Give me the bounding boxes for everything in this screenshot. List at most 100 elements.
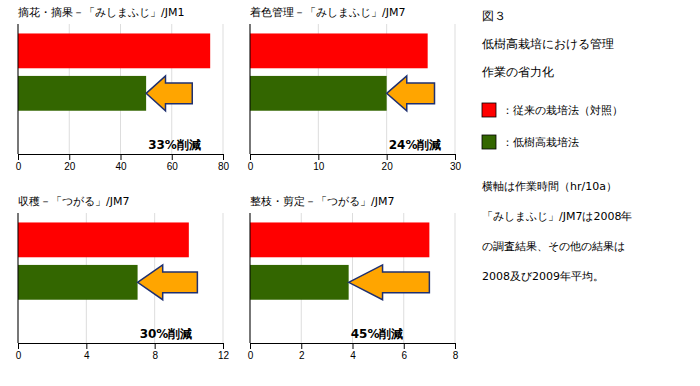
grid <box>250 24 455 154</box>
legend-label: ：従来の栽培法（対照） <box>502 104 623 117</box>
bars <box>250 222 429 299</box>
tick: 0 <box>248 154 254 172</box>
panel: 30%削減 0 4 8 12 <box>16 213 230 361</box>
tick-mark <box>455 154 456 160</box>
bar <box>250 222 429 257</box>
panel: 33%削減 0 20 40 60 80 <box>16 24 230 172</box>
panel: 24%削減 0 10 20 30 <box>248 24 462 172</box>
tick-label: 10 <box>313 161 325 172</box>
tick: 0 <box>16 343 22 361</box>
tick: 10 <box>313 154 325 172</box>
tick-label: 30 <box>450 161 462 172</box>
tick-mark <box>301 343 302 349</box>
figure-title: 図３ <box>482 9 506 23</box>
tick-label: 0 <box>248 350 254 361</box>
tick-label: 20 <box>64 161 76 172</box>
tick-label: 12 <box>218 350 230 361</box>
grid-line <box>223 213 224 343</box>
annotation-label: 33%削減 <box>148 138 201 152</box>
tick-label: 40 <box>115 161 127 172</box>
tick-label: 2 <box>299 350 305 361</box>
grid-line <box>455 213 456 343</box>
tick: 4 <box>84 343 90 361</box>
tick-label: 80 <box>218 161 230 172</box>
note: 横軸は作業時間（hr/10a） <box>482 180 617 193</box>
tick-mark <box>18 343 19 349</box>
tick-label: 8 <box>453 350 459 361</box>
tick: 20 <box>382 154 394 172</box>
panel-title: 収穫－「つがる」/JM7 <box>18 195 129 208</box>
legend-swatch <box>482 135 496 149</box>
tick: 60 <box>167 154 179 172</box>
x-axis-line <box>251 154 456 155</box>
tick-mark <box>86 343 87 349</box>
legend-label: ：低樹高栽培法 <box>502 136 579 149</box>
tick-label: 8 <box>152 350 158 361</box>
bar <box>18 76 146 111</box>
tick: 4 <box>350 343 356 361</box>
note: の調査結果、その他の結果は <box>482 240 625 253</box>
tick-mark <box>318 154 319 160</box>
note: 「みしまふじ」/JM7は2008年 <box>482 210 632 223</box>
tick: 80 <box>218 154 230 172</box>
annotation-label: 45%削減 <box>351 327 404 341</box>
bar <box>250 76 387 111</box>
grid-line <box>250 213 251 343</box>
grid-line <box>455 24 456 154</box>
panel-title: 摘花・摘果－「みしまふじ」/JM1 <box>18 6 184 19</box>
y-axis-line <box>18 24 19 154</box>
grid <box>18 213 223 343</box>
tick-mark <box>69 154 70 160</box>
x-axis: 0 4 8 12 <box>16 343 230 361</box>
tick: 6 <box>401 343 407 361</box>
bars <box>18 33 210 110</box>
x-axis: 0 2 4 6 8 <box>248 343 459 361</box>
tick-label: 20 <box>382 161 394 172</box>
arrow <box>349 265 430 300</box>
bars <box>18 222 197 299</box>
bar <box>18 222 189 257</box>
y-axis-line <box>250 24 251 154</box>
x-axis-line <box>19 343 224 344</box>
grid-line <box>223 24 224 154</box>
tick-mark <box>353 343 354 349</box>
tick-mark <box>250 343 251 349</box>
side-panel: 図３ 低樹高栽培における管理作業の省力化 ：従来の栽培法（対照） ：低樹高栽培法横軸は… <box>481 9 632 283</box>
y-axis-line <box>250 213 251 343</box>
tick: 30 <box>450 154 462 172</box>
tick-mark <box>387 154 388 160</box>
annotation-label: 24%削減 <box>389 138 442 152</box>
tick: 20 <box>64 154 76 172</box>
grid <box>18 24 223 154</box>
tick: 8 <box>453 343 459 361</box>
annotation-label: 30%削減 <box>140 327 193 341</box>
bars <box>250 33 435 110</box>
tick-label: 6 <box>401 350 407 361</box>
figure: 33%削減020406080摘花・摘果－「みしまふじ」/JM124%削減0102… <box>0 0 700 386</box>
tick-label: 0 <box>16 161 22 172</box>
grid-line <box>18 24 19 154</box>
panel: 45%削減 0 2 4 6 8 <box>248 213 459 361</box>
tick: 8 <box>152 343 158 361</box>
x-axis: 0 10 20 30 <box>248 154 462 172</box>
bar <box>18 33 210 68</box>
figure-title: 作業の省力化 <box>481 65 554 79</box>
tick-mark <box>250 154 251 160</box>
tick-label: 4 <box>350 350 356 361</box>
tick: 0 <box>16 154 22 172</box>
tick-mark <box>404 343 405 349</box>
tick: 2 <box>299 343 305 361</box>
panel-title: 整枝・剪定－「つがる」/JM7 <box>250 195 394 208</box>
bar <box>250 33 428 68</box>
figure-title: 低樹高栽培における管理 <box>482 37 614 51</box>
y-axis-line <box>18 213 19 343</box>
arrow <box>387 76 435 111</box>
grid <box>250 213 455 343</box>
tick: 12 <box>218 343 230 361</box>
tick-mark <box>455 343 456 349</box>
tick-label: 0 <box>248 161 254 172</box>
tick-mark <box>155 343 156 349</box>
tick-mark <box>223 343 224 349</box>
grid-line <box>18 213 19 343</box>
tick: 0 <box>248 343 254 361</box>
